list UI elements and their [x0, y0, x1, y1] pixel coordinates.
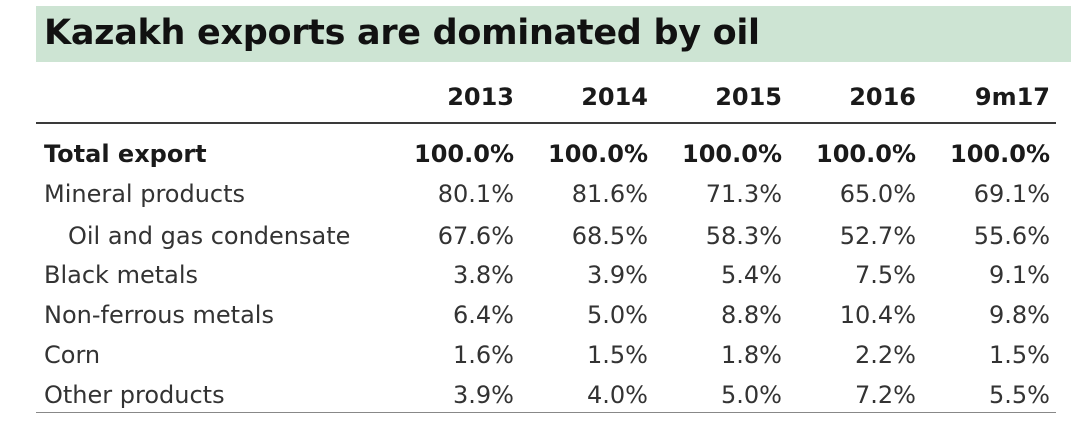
- table-title: Kazakh exports are dominated by oil: [44, 13, 760, 53]
- table-cell: 3.8%: [453, 261, 514, 289]
- table-bottom-divider: [36, 412, 1056, 413]
- table-cell: 67.6%: [437, 222, 514, 250]
- table-cell: 5.0%: [721, 381, 782, 409]
- table-row-corn: Corn 1.6% 1.5% 1.8% 2.2% 1.5%: [0, 335, 1071, 375]
- table-row-oil-and-gas-condensate: Oil and gas condensate 67.6% 68.5% 58.3%…: [0, 216, 1071, 256]
- row-label: Black metals: [44, 261, 198, 289]
- table-cell: 52.7%: [839, 222, 916, 250]
- header-divider: [36, 122, 1056, 124]
- row-label: Other products: [44, 381, 225, 409]
- table-cell: 9.1%: [989, 261, 1050, 289]
- table-cell: 100.0%: [548, 140, 648, 168]
- table-cell: 8.8%: [721, 301, 782, 329]
- row-label: Corn: [44, 341, 101, 369]
- table-row-non-ferrous-metals: Non-ferrous metals 6.4% 5.0% 8.8% 10.4% …: [0, 295, 1071, 335]
- table-row-total-export: Total export 100.0% 100.0% 100.0% 100.0%…: [0, 134, 1071, 174]
- title-banner: Kazakh exports are dominated by oil: [36, 6, 1071, 62]
- row-label: Non-ferrous metals: [44, 301, 274, 329]
- table-cell: 6.4%: [453, 301, 514, 329]
- table-cell: 1.8%: [721, 341, 782, 369]
- table-cell: 100.0%: [682, 140, 782, 168]
- table-cell: 9.8%: [989, 301, 1050, 329]
- table-cell: 7.2%: [855, 381, 916, 409]
- row-label: Mineral products: [44, 180, 246, 208]
- table-cell: 55.6%: [973, 222, 1050, 250]
- table-cell: 100.0%: [816, 140, 916, 168]
- table-cell: 69.1%: [973, 180, 1050, 208]
- table-cell: 3.9%: [587, 261, 648, 289]
- row-label: Total export: [44, 140, 207, 168]
- table-cell: 10.4%: [839, 301, 916, 329]
- table-row-mineral-products: Mineral products 80.1% 81.6% 71.3% 65.0%…: [0, 174, 1071, 214]
- table-cell: 5.5%: [989, 381, 1050, 409]
- table-cell: 100.0%: [950, 140, 1050, 168]
- column-header: 2015: [715, 83, 782, 111]
- table-cell: 4.0%: [587, 381, 648, 409]
- column-header: 2014: [581, 83, 648, 111]
- table-cell: 1.5%: [989, 341, 1050, 369]
- table-cell: 2.2%: [855, 341, 916, 369]
- table-cell: 5.0%: [587, 301, 648, 329]
- table-cell: 5.4%: [721, 261, 782, 289]
- column-header: 2016: [849, 83, 916, 111]
- table-cell: 71.3%: [705, 180, 782, 208]
- table-cell: 81.6%: [571, 180, 648, 208]
- table-cell: 58.3%: [705, 222, 782, 250]
- table-cell: 1.6%: [453, 341, 514, 369]
- table-row-black-metals: Black metals 3.8% 3.9% 5.4% 7.5% 9.1%: [0, 255, 1071, 295]
- table-cell: 65.0%: [839, 180, 916, 208]
- table-cell: 68.5%: [571, 222, 648, 250]
- table-cell: 100.0%: [414, 140, 514, 168]
- column-header: 2013: [447, 83, 514, 111]
- row-label: Oil and gas condensate: [68, 222, 351, 250]
- table-header-row: 2013 2014 2015 2016 9m17: [0, 77, 1071, 117]
- table-cell: 3.9%: [453, 381, 514, 409]
- column-header: 9m17: [974, 83, 1050, 111]
- table-cell: 7.5%: [855, 261, 916, 289]
- table-row-other-products: Other products 3.9% 4.0% 5.0% 7.2% 5.5%: [0, 375, 1071, 415]
- table-cell: 1.5%: [587, 341, 648, 369]
- table-cell: 80.1%: [437, 180, 514, 208]
